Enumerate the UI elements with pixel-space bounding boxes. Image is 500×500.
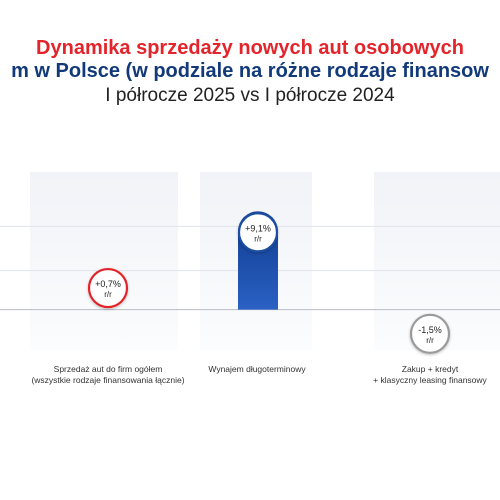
category-label-line: (wszystkie rodzaje finansowania łącznie) bbox=[31, 375, 185, 385]
data-label-unit: r/r bbox=[104, 290, 112, 299]
chart-subtitle: I półrocze 2025 vs I półrocze 2024 bbox=[105, 85, 395, 106]
data-labels: +0,7%r/r+9,1%r/r-1,5%r/r bbox=[87, 212, 451, 354]
data-label-value: +9,1% bbox=[245, 223, 271, 233]
data-label-unit: r/r bbox=[426, 336, 434, 345]
data-label-circle bbox=[237, 212, 279, 253]
category-label-line: Wynajem długoterminowy bbox=[208, 364, 306, 374]
category-label-line: Zakup + kredyt bbox=[401, 364, 459, 374]
chart-title-line2: m w Polsce (w podziale na różne rodzaje … bbox=[11, 60, 489, 82]
category-label-line: Sprzedaż aut do firm ogółem bbox=[53, 364, 163, 374]
category-label-line: + klasyczny leasing finansowy bbox=[373, 375, 487, 385]
data-label-circle bbox=[409, 313, 451, 354]
data-label-value: -1,5% bbox=[418, 325, 442, 335]
data-label-unit: r/r bbox=[254, 234, 262, 243]
data-label-value: +0,7% bbox=[95, 279, 121, 289]
data-label-circle bbox=[87, 267, 129, 309]
chart-title-line1: Dynamika sprzedaży nowych aut osobowych bbox=[36, 37, 464, 59]
category-label-firms-total: Sprzedaż aut do firm ogółem (wszystkie r… bbox=[23, 364, 193, 386]
chart-titles: Dynamika sprzedaży nowych aut osobowych … bbox=[0, 0, 500, 110]
category-label-long-term-rental: Wynajem długoterminowy bbox=[172, 364, 342, 375]
column-background bbox=[30, 172, 178, 350]
category-label-credit-leasing: Zakup + kredyt + klasyczny leasing finan… bbox=[345, 364, 500, 386]
